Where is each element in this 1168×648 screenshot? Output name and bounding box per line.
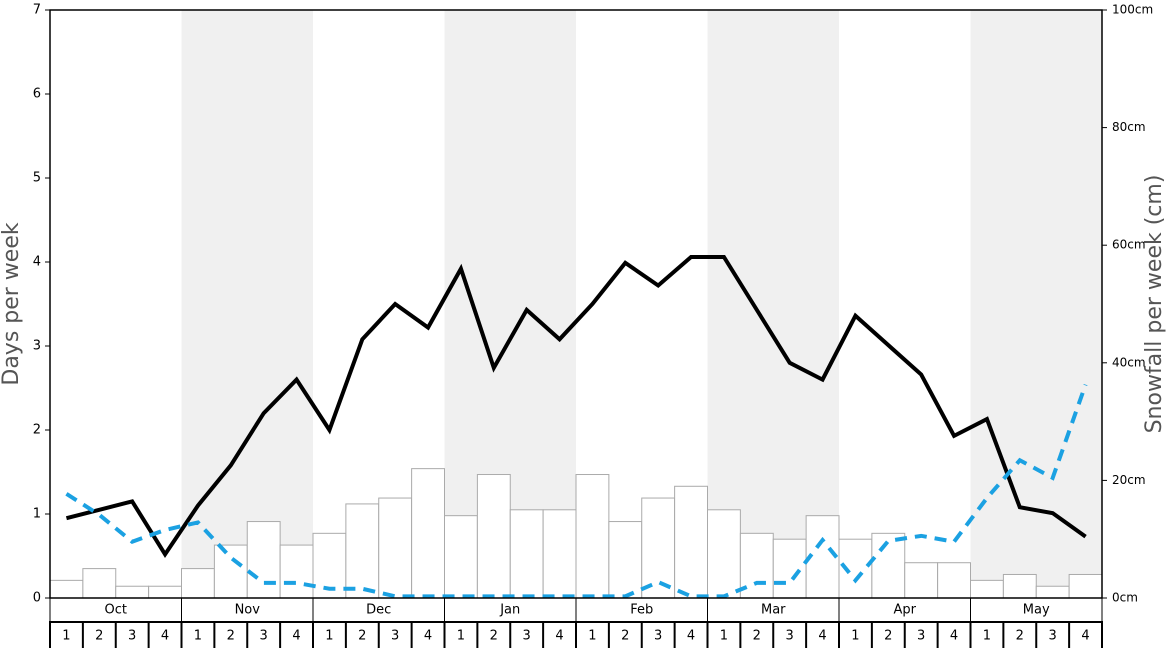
x-tick-label: 2: [1016, 629, 1024, 644]
snowfall-bar: [444, 515, 478, 599]
line: [65, 254, 1087, 558]
snowfall-bar: [707, 509, 741, 599]
snowfall-bar: [641, 497, 676, 599]
x-tick-label: 3: [391, 629, 399, 644]
snowfall-bar: [1068, 573, 1103, 599]
snowfall-bar: [378, 497, 413, 599]
snowfall-bar: [1035, 585, 1070, 599]
x-tick-label: 4: [555, 629, 563, 644]
y-tick-label: 1: [33, 507, 41, 522]
y2-tick-label: 40cm: [1112, 355, 1146, 369]
x-tick-label: 1: [457, 629, 465, 644]
snowfall-bar: [279, 544, 314, 599]
month-band: [707, 10, 839, 598]
x-tick-label: 1: [194, 629, 202, 644]
x-tick-label: 3: [523, 629, 531, 644]
x-tick-label: 4: [1081, 629, 1089, 644]
x-tick-label: 4: [950, 629, 958, 644]
snowfall-bar: [411, 468, 445, 599]
month-band: [970, 10, 1102, 598]
snowfall-bar: [970, 579, 1004, 599]
x-tick-label: 1: [588, 629, 596, 644]
x-tick-label: 3: [1049, 629, 1057, 644]
snowfall-bar: [542, 509, 577, 599]
y-tick-label: 0: [33, 591, 41, 606]
x-tick-label: 1: [851, 629, 859, 644]
month-label: Mar: [761, 603, 786, 618]
x-tick-label: 2: [621, 629, 629, 644]
x-tick-label: 4: [424, 629, 432, 644]
y2-axis-title: Snowfall per week (cm): [1142, 175, 1167, 434]
x-tick-label: 3: [786, 629, 794, 644]
snowfall-bar: [476, 474, 511, 599]
snowfall-bar: [674, 485, 708, 599]
x-tick-label: 3: [128, 629, 136, 644]
x-tick-label: 3: [260, 629, 268, 644]
y2-tick-label: 80cm: [1112, 120, 1146, 134]
snowfall-bar: [772, 538, 807, 599]
y2-tick-label: 100cm: [1112, 3, 1153, 17]
snowfall-bar: [904, 562, 939, 599]
x-tick-label: 2: [490, 629, 498, 644]
snowfall-bar: [115, 585, 150, 599]
y2-tick-label: 60cm: [1112, 238, 1146, 252]
month-label: Oct: [105, 603, 127, 618]
y-tick-label: 5: [33, 171, 41, 186]
y-axis-title: Days per week: [0, 222, 24, 385]
snowfall-bar: [575, 474, 610, 599]
month-label: May: [1023, 603, 1050, 618]
x-tick-label: 4: [292, 629, 300, 644]
x-tick-label: 2: [753, 629, 761, 644]
x-tick-label: 4: [818, 629, 826, 644]
y-tick-label: 4: [33, 255, 41, 270]
month-label: Jan: [499, 603, 520, 618]
month-label: Feb: [630, 603, 653, 618]
x-tick-label: 1: [325, 629, 333, 644]
snowfall-bar: [148, 585, 182, 599]
snowfall-bar: [345, 503, 380, 599]
month-band: [181, 10, 313, 598]
snowfall-bar: [82, 568, 117, 599]
x-tick-label: 2: [95, 629, 103, 644]
snowfall-bar: [49, 579, 84, 599]
month-label: Dec: [366, 603, 391, 618]
x-tick-label: 2: [884, 629, 892, 644]
x-tick-label: 2: [358, 629, 366, 644]
y-tick-label: 7: [33, 3, 41, 18]
y-tick-label: 3: [33, 339, 41, 354]
x-tick-label: 3: [917, 629, 925, 644]
snowfall-bar: [937, 562, 971, 599]
x-tick-label: 2: [227, 629, 235, 644]
line: [65, 383, 1088, 599]
x-tick-label: 3: [654, 629, 662, 644]
month-label: Apr: [894, 603, 917, 618]
snowfall-bar: [213, 544, 248, 599]
x-tick-label: 1: [720, 629, 728, 644]
snowfall-bar: [246, 521, 281, 599]
y-tick-label: 2: [33, 423, 41, 438]
x-tick-label: 4: [161, 629, 169, 644]
x-tick-label: 1: [983, 629, 991, 644]
month-label: Nov: [235, 603, 261, 618]
snowfall-bar: [608, 521, 643, 599]
x-tick-label: 4: [687, 629, 695, 644]
y-tick-label: 6: [33, 87, 41, 102]
x-tick-label: 1: [62, 629, 70, 644]
snowfall-bar: [181, 568, 215, 599]
snowfall-bar: [1002, 573, 1037, 599]
y2-tick-label: 0cm: [1112, 591, 1138, 605]
snowfall-bar: [509, 509, 544, 599]
y2-tick-label: 20cm: [1112, 473, 1146, 487]
